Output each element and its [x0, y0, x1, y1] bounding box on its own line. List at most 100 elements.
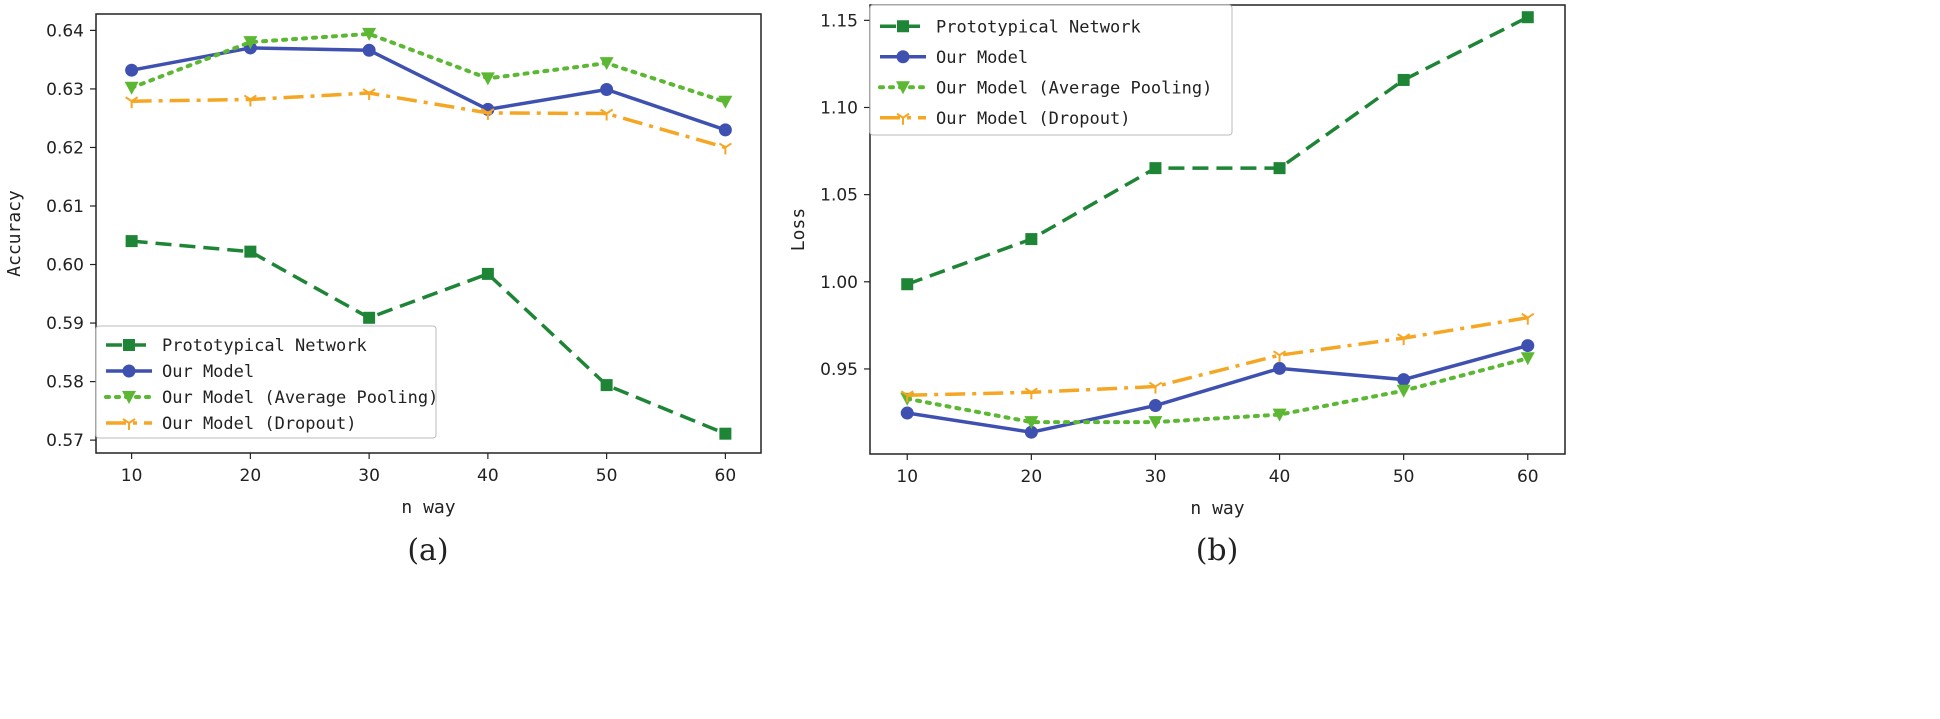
legend-label: Prototypical Network — [162, 336, 367, 356]
data-point — [1521, 312, 1535, 325]
tri-stroke — [368, 88, 376, 94]
tri-stroke — [1278, 350, 1287, 357]
data-point — [362, 27, 377, 41]
y-tick-label: 0.63 — [46, 80, 84, 100]
data-point — [599, 57, 614, 71]
x-tick-label: 50 — [1393, 467, 1415, 487]
data-point — [1273, 361, 1287, 375]
legend-label: Our Model — [162, 362, 254, 382]
data-point — [1024, 425, 1038, 439]
data-point — [124, 81, 139, 95]
tri-stroke — [487, 108, 495, 114]
data-point — [363, 311, 376, 324]
data-point — [244, 245, 257, 258]
y-tick-label: 1.00 — [820, 273, 858, 293]
data-point — [600, 108, 614, 121]
series-line — [131, 91, 726, 150]
tri-stroke — [900, 390, 908, 397]
tri-stroke — [362, 88, 370, 94]
chart-panel-b: 10 20 30 40 50 60 0.95 1.00 1.05 1.10 1.15 n way Los… — [788, 4, 1566, 568]
x-tick-label: 60 — [715, 466, 737, 486]
data-point — [1397, 333, 1411, 346]
tri-stroke — [125, 96, 133, 103]
data-point — [900, 406, 914, 420]
tri-stroke — [122, 418, 130, 424]
chart-panel-a: 10 20 30 40 50 60 0.57 0.58 0.59 0.60 0.61 0.62 0.63… — [4, 13, 762, 568]
series-line — [906, 15, 1529, 286]
y-axis-label: Accuracy — [4, 190, 25, 277]
data-point — [718, 95, 733, 109]
data-point — [1521, 11, 1534, 24]
data-point — [1024, 416, 1039, 430]
x-tick-label: 20 — [1021, 467, 1043, 487]
data-point — [1148, 381, 1163, 394]
y-tick-label: 0.64 — [46, 21, 84, 41]
data-point — [1397, 73, 1410, 86]
tri-stroke — [1148, 381, 1157, 388]
tri-stroke — [249, 94, 257, 101]
series-our-model-average-pooling — [900, 352, 1535, 430]
y-tick-label: 0.57 — [46, 431, 84, 451]
y-tick-label: 0.62 — [46, 138, 84, 158]
tri-stroke — [896, 112, 904, 119]
x-tick-label: 60 — [1517, 467, 1539, 487]
tri-stroke — [1024, 387, 1032, 394]
series-our-model-average-pooling — [124, 27, 733, 109]
tri-stroke — [1030, 387, 1038, 394]
tri-stroke — [1272, 350, 1281, 357]
legend-label: Prototypical Network — [936, 17, 1141, 37]
data-point — [1397, 373, 1411, 387]
series-our-model — [125, 41, 732, 137]
legend-marker — [896, 112, 910, 125]
y-tick-label: 0.58 — [46, 373, 84, 393]
legend-marker — [123, 339, 135, 351]
data-point — [1025, 233, 1038, 246]
series-our-model — [900, 339, 1535, 439]
legend: Prototypical Network Our Model Our Model (… — [95, 325, 438, 439]
series-line — [131, 239, 727, 436]
y-tick-label: 0.95 — [820, 360, 858, 380]
series-line — [907, 315, 1529, 398]
data-point — [125, 235, 138, 248]
panel-caption: (b) — [1196, 533, 1239, 568]
data-point — [1520, 352, 1535, 366]
legend-box — [869, 4, 1233, 136]
x-tick-label: 20 — [240, 466, 262, 486]
y-tick-label: 0.60 — [46, 256, 84, 276]
data-point — [362, 88, 376, 101]
series-line — [906, 343, 1529, 434]
data-point — [481, 267, 494, 280]
tri-stroke — [906, 390, 914, 397]
tri-stroke — [243, 94, 251, 101]
y-axis-label: Loss — [788, 208, 809, 251]
legend-marker — [122, 391, 136, 404]
y-tick-label: 1.10 — [820, 98, 858, 118]
tri-stroke — [600, 108, 608, 115]
legend: Prototypical Network Our Model Our Model (… — [869, 4, 1233, 136]
data-point — [1396, 384, 1411, 398]
data-point — [480, 72, 495, 86]
series-line — [905, 356, 1530, 425]
series-prototypical-network — [901, 11, 1534, 291]
x-tick-label: 40 — [1269, 467, 1291, 487]
tri-stroke — [1403, 333, 1411, 339]
legend-marker — [897, 20, 909, 33]
tri-stroke — [718, 142, 726, 149]
data-point — [901, 278, 914, 291]
data-point — [125, 63, 139, 77]
x-tick-label: 10 — [896, 467, 918, 487]
data-point — [243, 94, 257, 107]
series-line — [129, 31, 728, 104]
legend-box — [95, 325, 437, 439]
y-tick-label: 1.15 — [820, 11, 858, 31]
tri-stroke — [724, 142, 732, 149]
data-point — [1273, 162, 1286, 175]
tri-stroke — [1527, 312, 1535, 319]
data-point — [1272, 350, 1287, 363]
legend-label: Our Model (Dropout) — [162, 414, 356, 434]
x-tick-label: 10 — [121, 466, 143, 486]
data-point — [1149, 162, 1162, 175]
data-point — [600, 379, 613, 392]
series-our-model-dropout — [900, 312, 1535, 403]
